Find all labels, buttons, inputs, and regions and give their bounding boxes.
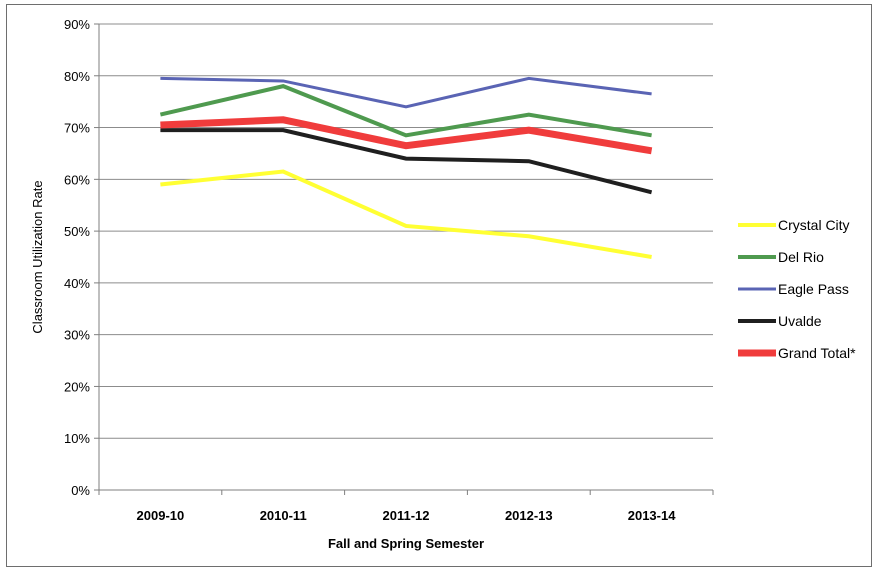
y-tick-label: 0% [71, 483, 90, 498]
legend-label: Uvalde [778, 313, 822, 329]
x-tick-label: 2011-12 [383, 508, 430, 523]
y-tick-label: 10% [64, 431, 90, 446]
axes: 0% 10% 20% 30% 40% 50% 60% 70% 80% 90% 2009-10 2010… [64, 17, 714, 523]
y-tick-label: 90% [64, 17, 90, 32]
legend: Crystal City Del Rio Eagle Pass Uvalde Grand… [738, 217, 856, 361]
x-tick-label: 2009-10 [137, 508, 185, 523]
series-line-eagle-pass [160, 76, 652, 109]
x-axis-title: Fall and Spring Semester [328, 536, 484, 551]
y-tick-label: 80% [64, 69, 90, 84]
y-tick-label: 50% [64, 224, 90, 239]
x-tick-label: 2013-14 [628, 508, 676, 523]
series-line-del-rio [159, 84, 652, 138]
x-tick-label: 2010-11 [260, 508, 307, 523]
y-axis-title: Classroom Utilization Rate [30, 180, 45, 333]
series-line-grand-total [160, 116, 653, 155]
x-tick-label: 2012-13 [505, 508, 553, 523]
legend-label: Del Rio [778, 249, 824, 265]
series-line-crystal-city [160, 169, 652, 259]
y-tick-label: 20% [64, 379, 90, 394]
y-tick-label: 60% [64, 172, 90, 187]
legend-label: Eagle Pass [778, 281, 849, 297]
y-tick-label: 70% [64, 121, 90, 136]
y-tick-label: 30% [64, 328, 90, 343]
legend-label: Crystal City [778, 217, 850, 233]
gridlines [99, 23, 713, 439]
y-tick-label: 40% [64, 276, 90, 291]
series-line-uvalde [160, 128, 653, 195]
series-lines [159, 76, 653, 259]
legend-label: Grand Total* [778, 345, 856, 361]
